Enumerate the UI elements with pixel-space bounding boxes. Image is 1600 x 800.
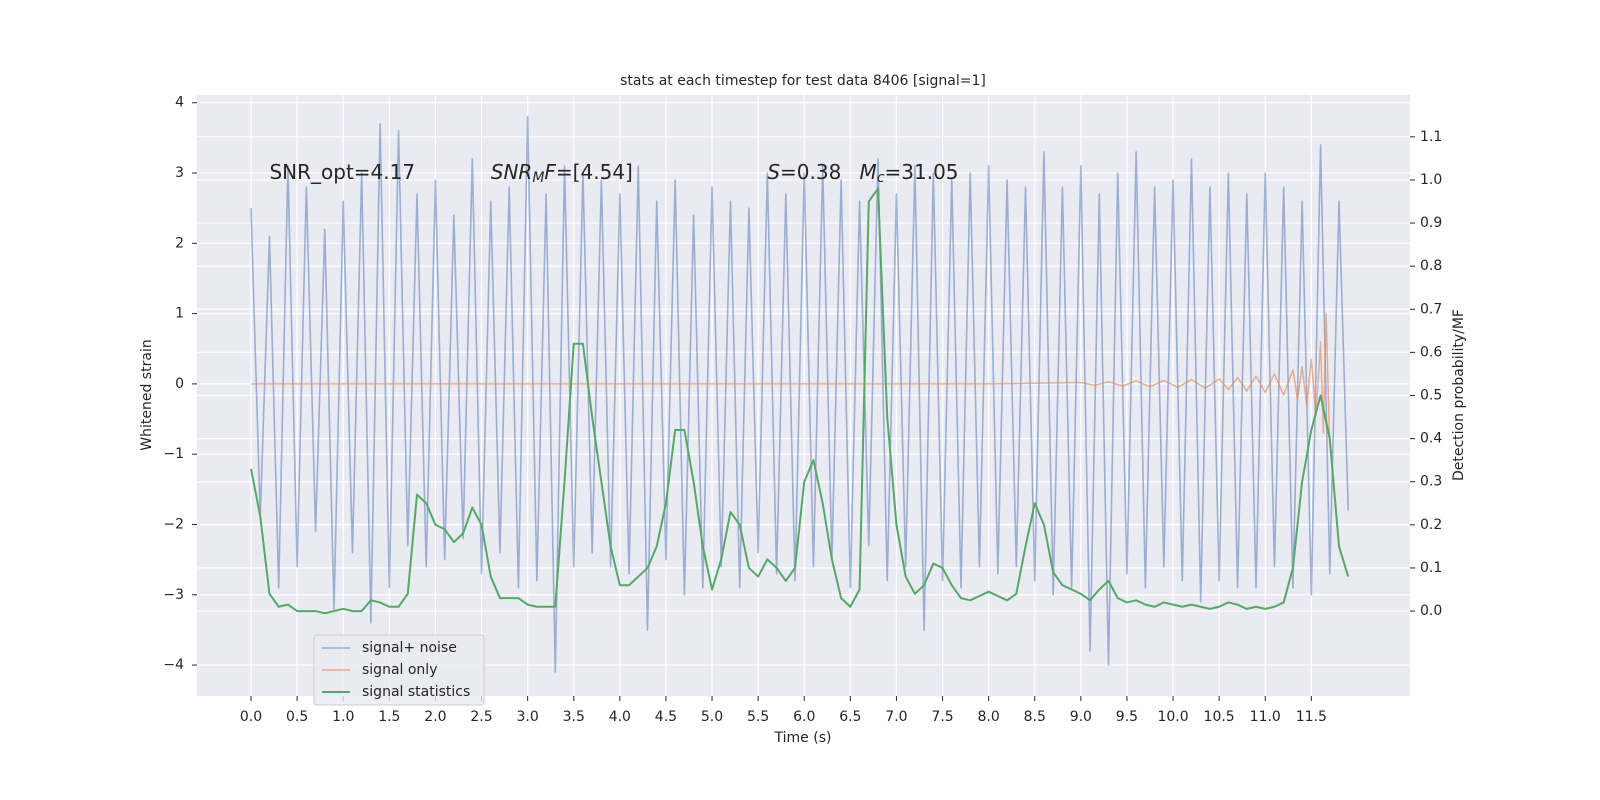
annotation: SNRMF=[4.54] <box>491 160 633 187</box>
y2-tick-label: 1.0 <box>1420 172 1442 188</box>
x-tick-label: 5.5 <box>747 709 769 725</box>
x-tick-label: 4.5 <box>655 709 677 725</box>
y2-tick-label: 0.5 <box>1420 388 1442 404</box>
annotation-part: SNR <box>491 160 533 184</box>
y-tick-label: 4 <box>175 95 184 111</box>
y2-tick-label: 0.7 <box>1420 301 1442 317</box>
x-tick-label: 11.0 <box>1250 709 1281 725</box>
x-tick-label: 9.5 <box>1116 709 1138 725</box>
y-tick-label: −4 <box>163 657 184 673</box>
y-tick-label: −2 <box>163 516 184 532</box>
x-tick-label: 8.5 <box>1024 709 1046 725</box>
annotation-part: M <box>860 160 877 184</box>
y2-tick-label: 0.9 <box>1420 215 1442 231</box>
annotation-part: M <box>532 170 544 186</box>
y2-tick-label: 0.6 <box>1420 344 1442 360</box>
y2-tick-label: 0.4 <box>1420 431 1442 447</box>
annotation-part: c <box>877 170 885 186</box>
x-axis-label: Time (s) <box>774 730 832 746</box>
x-tick-label: 6.0 <box>793 709 815 725</box>
y2-tick-label: 1.1 <box>1420 129 1442 145</box>
y2-tick-label: 0.0 <box>1420 603 1442 619</box>
annotation-part: =0.38 <box>780 160 841 184</box>
annotation-part: S <box>767 160 780 184</box>
x-tick-label: 10.0 <box>1157 709 1188 725</box>
annotation-part: =31.05 <box>885 160 959 184</box>
x-tick-label: 8.0 <box>978 709 1000 725</box>
x-tick-label: 0.0 <box>240 709 262 725</box>
annotation: SNR_opt=4.17 <box>269 160 415 184</box>
y-tick-label: −3 <box>163 587 184 603</box>
x-tick-label: 1.0 <box>332 709 354 725</box>
x-tick-label: 9.0 <box>1070 709 1092 725</box>
x-tick-label: 0.5 <box>286 709 308 725</box>
series-line <box>250 115 1350 673</box>
series-line <box>250 187 1350 615</box>
y-tick-label: 2 <box>175 235 184 251</box>
y-tick-label: 1 <box>175 306 184 322</box>
x-tick-label: 3.0 <box>517 709 539 725</box>
annotation-part: SNR_opt=4.17 <box>269 160 415 184</box>
legend-label: signal+ noise <box>362 640 457 656</box>
legend-label: signal only <box>362 662 437 678</box>
x-tick-label: 5.0 <box>701 709 723 725</box>
y-tick-label: −1 <box>163 446 184 462</box>
annotation: S=0.38 <box>767 160 841 184</box>
x-tick-label: 4.0 <box>609 709 631 725</box>
x-tick-label: 3.5 <box>563 709 585 725</box>
y-tick-label: 0 <box>175 376 184 392</box>
y-axis-label: Whitened strain <box>139 339 155 450</box>
y-tick-label: 3 <box>175 165 184 181</box>
annotation-part: F <box>544 160 556 184</box>
x-tick-label: 6.5 <box>839 709 861 725</box>
chart-title: stats at each timestep for test data 840… <box>620 73 986 89</box>
legend-label: signal statistics <box>362 684 470 700</box>
x-tick-label: 1.5 <box>378 709 400 725</box>
x-tick-label: 7.0 <box>885 709 907 725</box>
x-tick-label: 2.0 <box>424 709 446 725</box>
x-tick-label: 2.5 <box>470 709 492 725</box>
y2-tick-label: 0.8 <box>1420 258 1442 274</box>
y2-tick-label: 0.3 <box>1420 474 1442 490</box>
x-tick-label: 10.5 <box>1204 709 1235 725</box>
x-tick-label: 7.5 <box>931 709 953 725</box>
y2-tick-label: 0.2 <box>1420 517 1442 533</box>
series-line <box>251 312 1331 448</box>
y2-axis-label: Detection probability/MF <box>1451 309 1467 481</box>
y2-tick-label: 0.1 <box>1420 560 1442 576</box>
legend-box <box>313 634 485 706</box>
annotation: Mc=31.05 <box>860 160 959 187</box>
x-tick-label: 11.5 <box>1296 709 1327 725</box>
annotation-part: =[4.54] <box>556 160 633 184</box>
